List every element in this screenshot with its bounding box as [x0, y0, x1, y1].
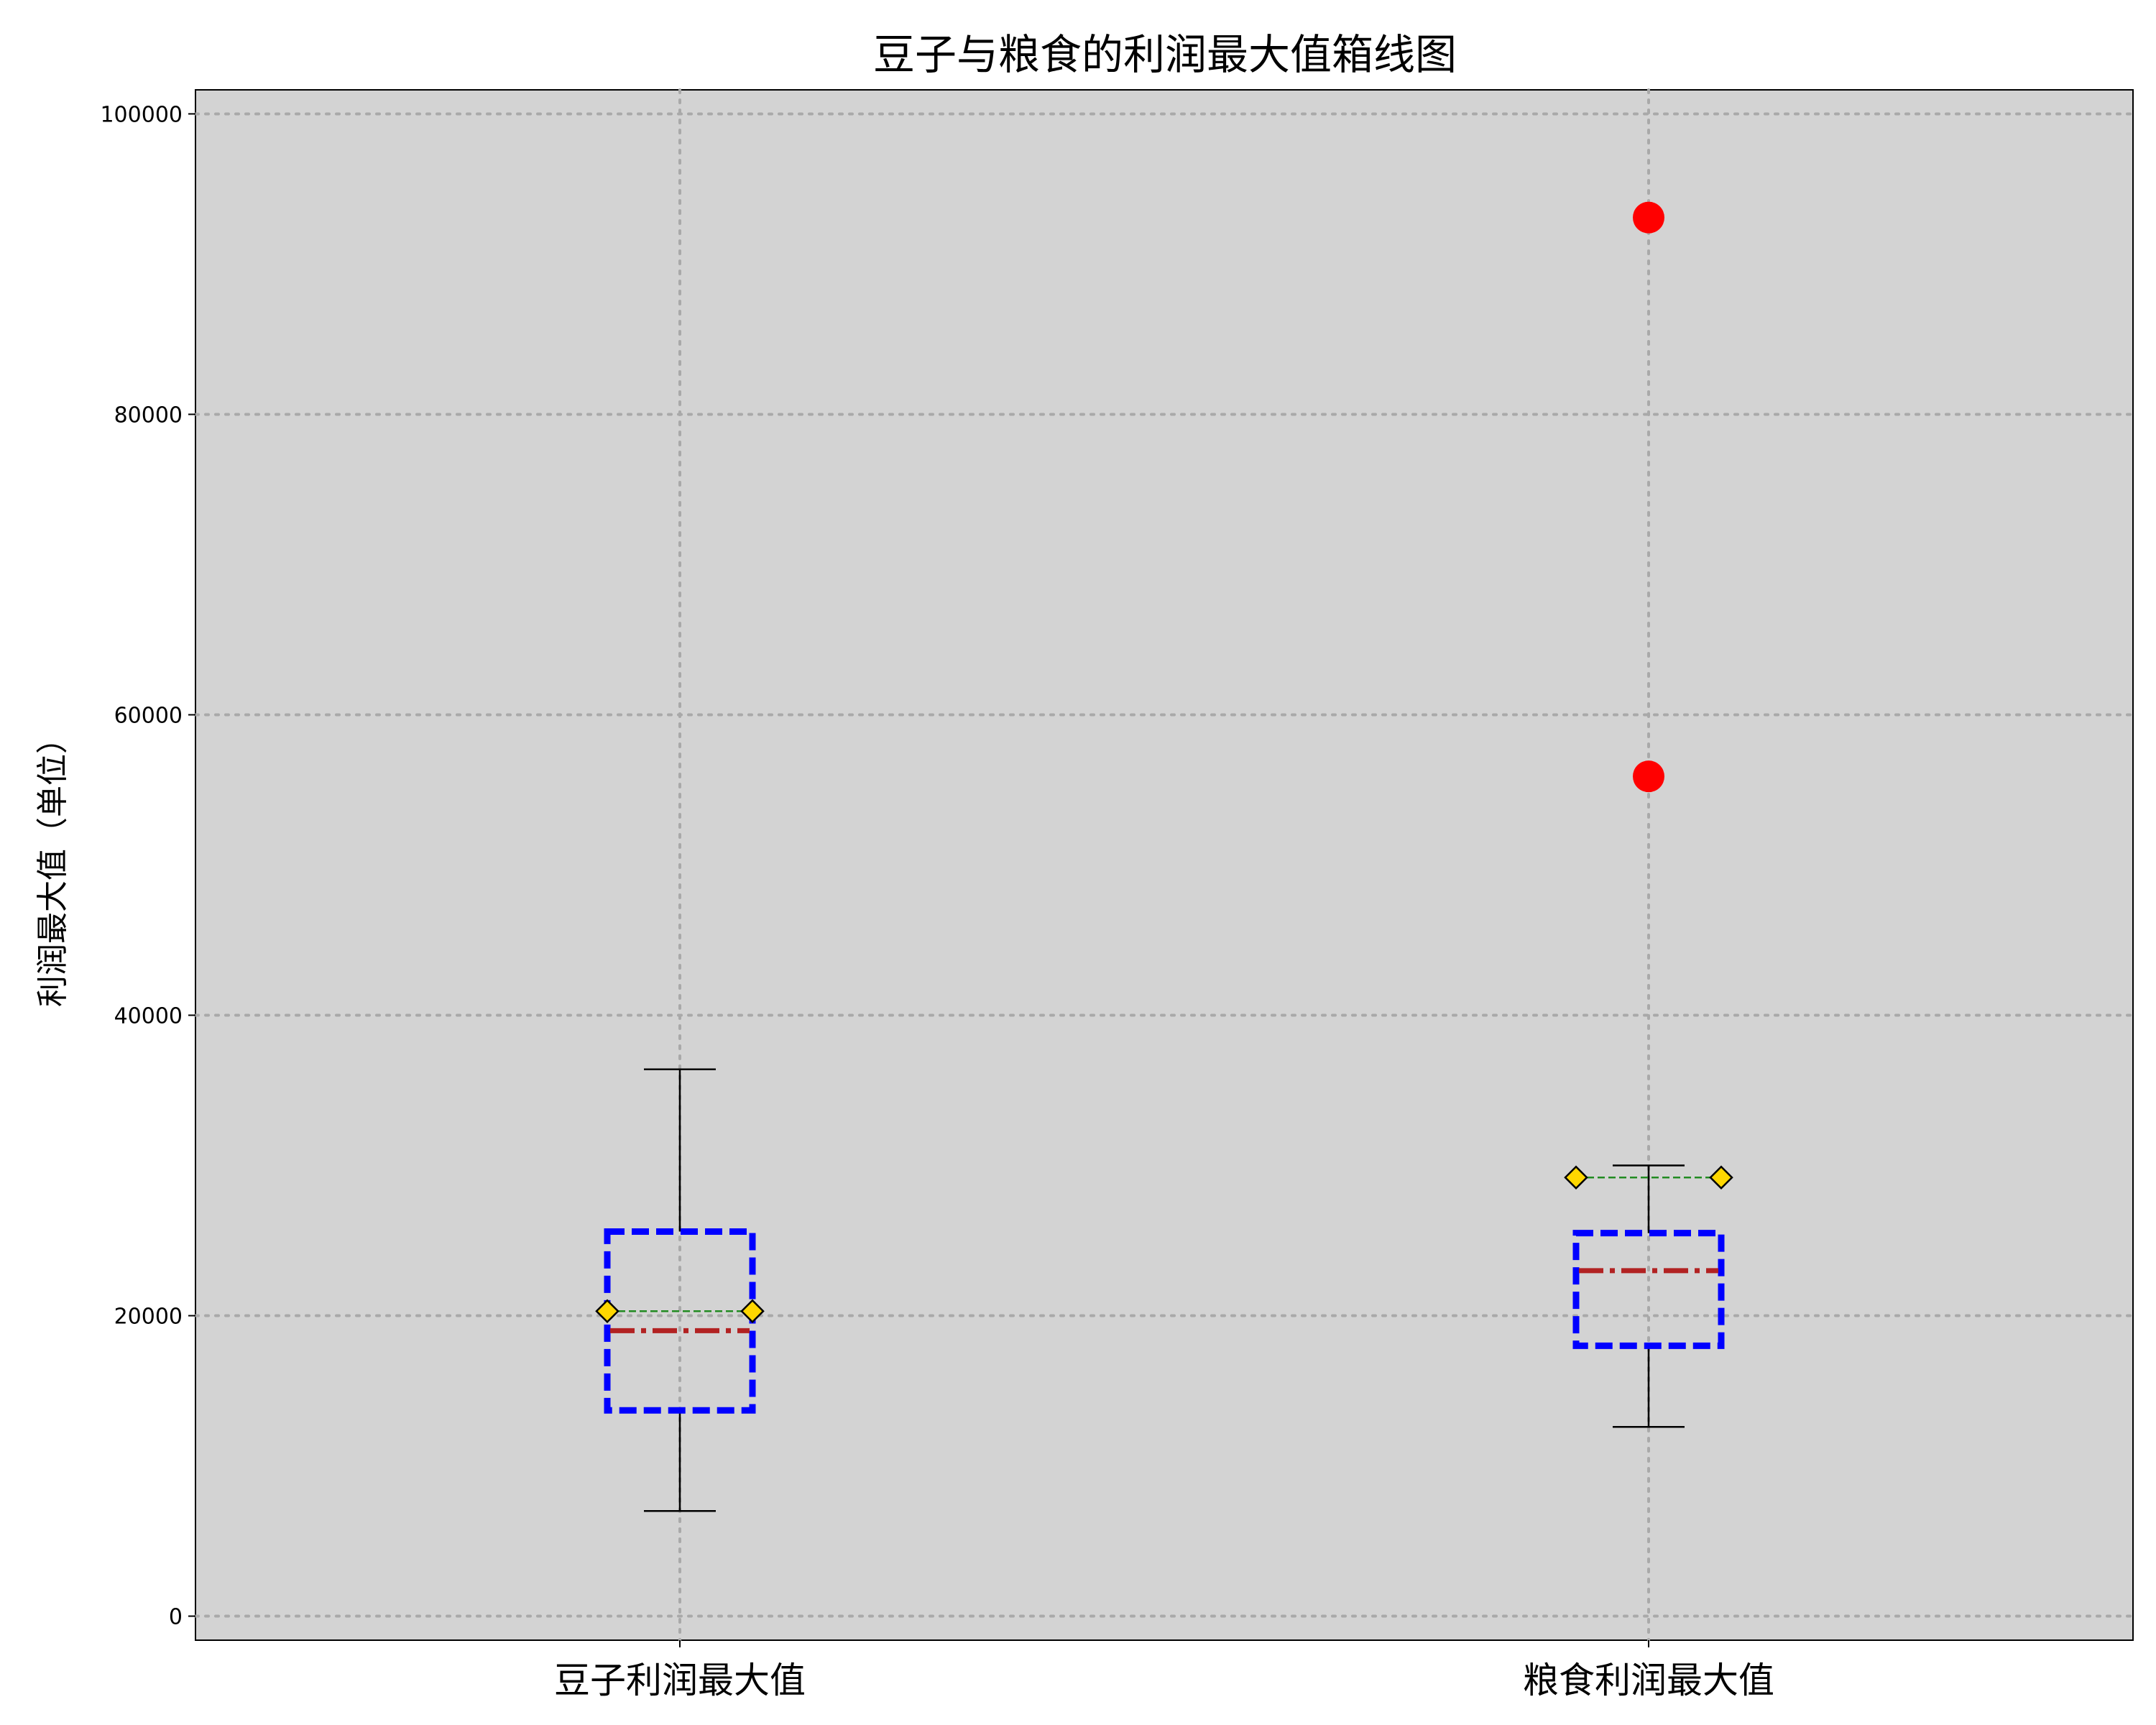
- mean-marker: [1709, 1165, 1733, 1190]
- y-axis-label: 利润最大值（单位）: [34, 722, 71, 1007]
- box-layer: [595, 201, 1733, 1512]
- outlier-point: [1633, 201, 1664, 234]
- x-tick-label: 豆子利润最大值: [554, 1660, 806, 1701]
- box-group: [595, 1068, 765, 1512]
- y-tick-label: 0: [169, 1605, 183, 1630]
- plot-area: [195, 89, 2134, 1641]
- chart-title: 豆子与粮食的利润最大值箱线图: [873, 30, 1457, 79]
- y-tick-label: 80000: [114, 402, 183, 428]
- y-tick-label: 100000: [100, 102, 183, 127]
- outlier-point: [1633, 760, 1664, 793]
- x-tick-label: 粮食利润最大值: [1523, 1660, 1774, 1701]
- y-axis-ticks: 0 20000 40000 60000 80000 100000: [100, 102, 195, 1630]
- box-group: [1564, 201, 1733, 1428]
- y-tick-label: 60000: [114, 703, 183, 728]
- y-tick-label: 40000: [114, 1004, 183, 1029]
- mean-marker: [595, 1299, 619, 1324]
- mean-marker: [740, 1299, 765, 1324]
- mean-marker: [1564, 1165, 1588, 1190]
- y-tick-label: 20000: [114, 1305, 183, 1330]
- x-axis-ticks: 豆子利润最大值 粮食利润最大值: [554, 1640, 1774, 1701]
- iqr-box: [1572, 1230, 1725, 1349]
